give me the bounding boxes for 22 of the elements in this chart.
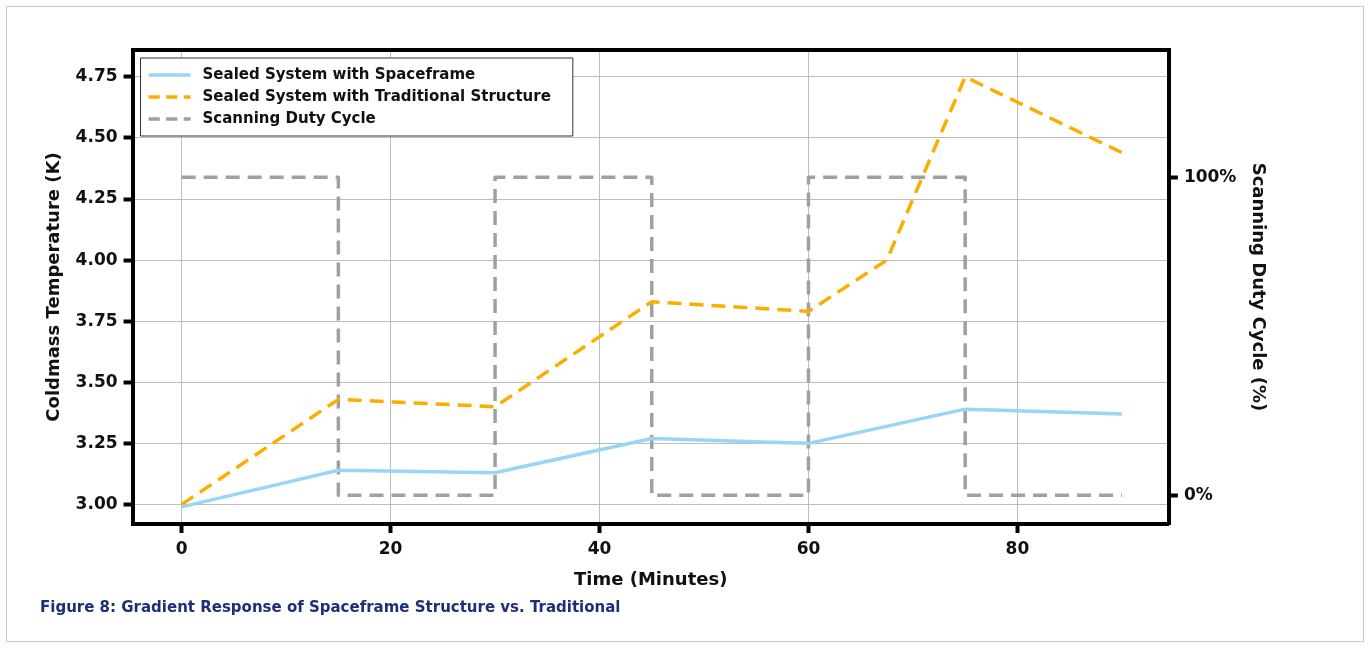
y-tick-label: 4.25	[75, 187, 118, 208]
y-tick-label: 3.25	[75, 431, 118, 452]
y-tick-label: 3.00	[75, 492, 118, 513]
x-tick-label: 0	[175, 537, 188, 558]
legend-label: Sealed System with Spaceframe	[202, 64, 476, 83]
x-axis-title: Time (Minutes)	[574, 567, 728, 589]
y-axis-title: Coldmass Temperature (K)	[42, 152, 64, 422]
y2-tick-label: 100%	[1183, 165, 1237, 186]
y-tick-label: 3.75	[75, 309, 118, 330]
legend-label: Scanning Duty Cycle	[202, 108, 376, 127]
y-tick-label: 4.75	[75, 65, 118, 86]
y-tick-label: 4.00	[75, 248, 118, 269]
x-tick-label: 60	[796, 537, 821, 558]
caption: Figure 8: Gradient Response of Spaceframe Structure vs. Traditional	[40, 598, 621, 616]
y-tick-label: 3.50	[75, 370, 118, 391]
y2-axis-title: Scanning Duty Cycle (%)	[1248, 162, 1270, 412]
x-tick-label: 80	[1005, 537, 1030, 558]
y-tick-label: 4.50	[75, 126, 118, 147]
x-tick-label: 20	[378, 537, 403, 558]
x-tick-label: 40	[587, 537, 612, 558]
y2-tick-label: 0%	[1183, 483, 1213, 504]
legend-label: Sealed System with Traditional Structure	[202, 86, 551, 105]
